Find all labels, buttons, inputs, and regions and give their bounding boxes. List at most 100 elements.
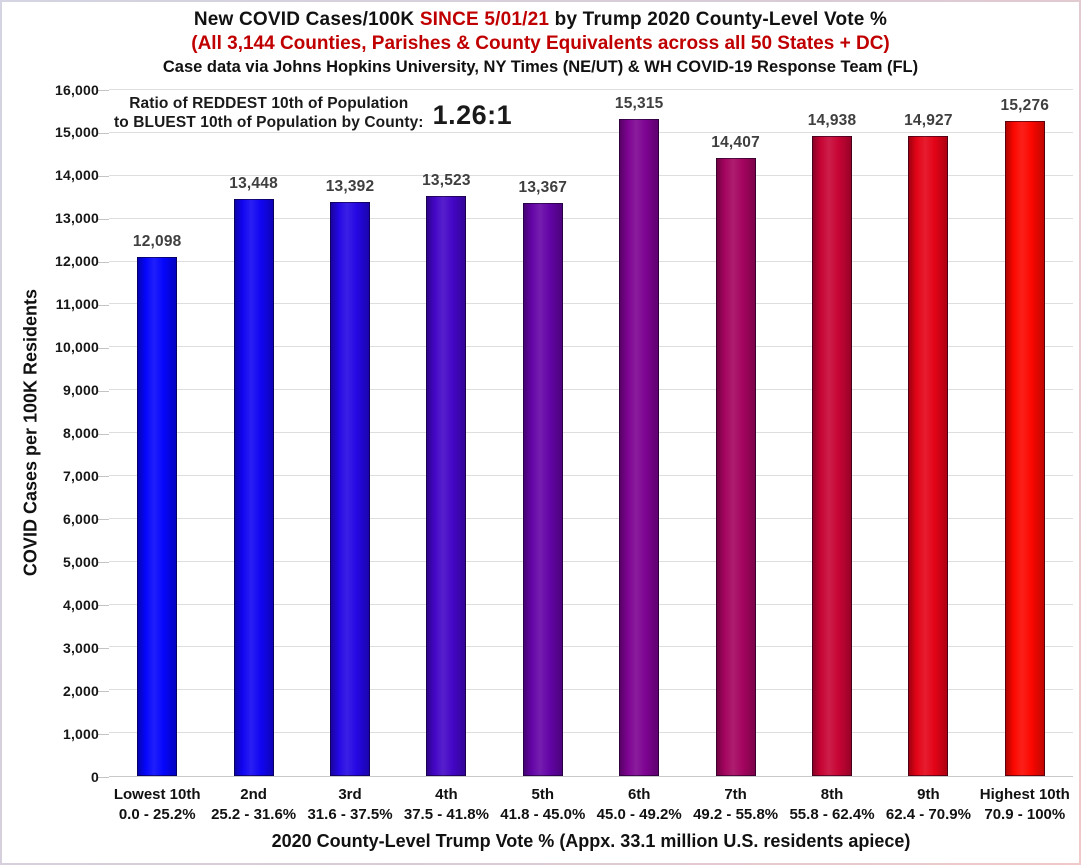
- y-axis-tick-label: 12,000: [54, 253, 99, 270]
- y-axis-tick: [97, 777, 109, 778]
- chart-title: New COVID Cases/100K SINCE 5/01/21 by Tr…: [2, 9, 1079, 31]
- x-category-range: 49.2 - 55.8%: [693, 806, 779, 823]
- x-category-name: 5th: [531, 786, 555, 803]
- ratio-annotation-line2: to BLUEST 10th of Population by County:: [114, 114, 424, 131]
- y-axis-tick: [97, 132, 109, 134]
- chart-source-line: Case data via Johns Hopkins University, …: [162, 58, 919, 76]
- gridline: [109, 646, 1073, 648]
- x-category-label: 7th 49.2 - 55.8%: [693, 785, 778, 825]
- y-axis-tick-label: 0: [91, 768, 99, 785]
- bar-value-label: 13,523: [422, 172, 471, 190]
- x-category-name: 3rd: [338, 786, 362, 803]
- x-category-name: 6th: [627, 786, 651, 803]
- y-axis-tick: [97, 691, 109, 693]
- gridline: [109, 474, 1073, 476]
- bar-4th: [426, 196, 467, 776]
- bar-value-label: 13,448: [229, 175, 278, 193]
- title-post: by Trump 2020 County-Level Vote %: [549, 9, 888, 30]
- x-category-name: 8th: [820, 786, 844, 803]
- bar-value-label: 15,315: [614, 95, 664, 113]
- x-category-label: 8th 55.8 - 62.4%: [789, 785, 874, 825]
- x-category-name: Lowest 10th: [113, 786, 201, 803]
- x-category-name: 9th: [917, 786, 940, 803]
- y-axis-tick: [97, 734, 109, 736]
- y-axis-tick-label: 5,000: [62, 553, 99, 570]
- y-axis-tick-label: 7,000: [62, 467, 99, 484]
- gridline: [109, 689, 1073, 691]
- x-category-label: 6th 45.0 - 49.2%: [597, 785, 682, 825]
- y-axis-tick-label: 9,000: [62, 382, 99, 399]
- x-category-range: 37.5 - 41.8%: [403, 806, 489, 823]
- bar-7th: [715, 158, 756, 776]
- y-axis-tick: [97, 175, 109, 177]
- title-highlight: SINCE 5/01/21: [419, 9, 550, 30]
- gridline: [109, 174, 1073, 176]
- y-axis-tick-label: 11,000: [55, 296, 99, 313]
- y-axis-tick-label: 8,000: [62, 425, 99, 441]
- gridline: [109, 303, 1073, 305]
- y-axis-tick: [97, 304, 109, 306]
- x-category-name: Highest 10th: [979, 786, 1070, 803]
- x-category-label: 5th 41.8 - 45.0%: [500, 785, 585, 825]
- y-axis-tick: [97, 261, 109, 263]
- y-axis-tick: [97, 390, 109, 392]
- y-axis-tick: [97, 347, 109, 349]
- gridline: [109, 260, 1073, 262]
- plot-area: 12,098 13,448 13,392 13,523 13,367 15,315 14,4…: [109, 89, 1073, 777]
- bar-value-label: 14,938: [807, 111, 857, 129]
- y-axis-tick: [97, 562, 109, 564]
- x-category-name: 2nd: [240, 786, 267, 803]
- gridline: [109, 732, 1073, 734]
- y-axis-tick: [97, 90, 109, 91]
- bar-9th: [908, 136, 949, 776]
- bar-2nd: [233, 199, 274, 776]
- y-axis-tick-label: 15,000: [54, 124, 99, 141]
- y-axis-tick-label: 2,000: [62, 682, 99, 699]
- x-category-name: 4th: [435, 786, 458, 803]
- x-category-range: 55.8 - 62.4%: [789, 806, 875, 823]
- x-category-label: 3rd 31.6 - 37.5%: [307, 785, 392, 825]
- bar-8th: [812, 135, 852, 776]
- x-category-label: Highest 10th 70.9 - 100%: [980, 785, 1070, 825]
- x-category-name: 7th: [724, 786, 747, 803]
- y-axis-tick: [97, 648, 109, 650]
- y-axis-tick: [97, 433, 109, 435]
- bar-value-label: 14,407: [711, 134, 760, 152]
- gridline: [109, 89, 1073, 90]
- x-category-range: 70.9 - 100%: [984, 806, 1066, 823]
- gridline: [109, 217, 1073, 219]
- ratio-annotation-text: Ratio of REDDEST 10th of Population to B…: [114, 94, 424, 132]
- y-axis-tick-label: 1,000: [62, 725, 99, 742]
- x-axis-labels: Lowest 10th 0.0 - 25.2% 2nd 25.2 - 31.6% 3rd…: [109, 785, 1073, 831]
- bar-value-label: 15,276: [1000, 97, 1050, 115]
- bar-value-label: 13,392: [325, 177, 375, 195]
- y-axis-tick-label: 6,000: [62, 510, 99, 527]
- bar-lowest-10th: [137, 257, 178, 776]
- y-axis-tick-label: 14,000: [54, 167, 99, 184]
- bar-value-label: 13,367: [518, 178, 568, 196]
- bar-6th: [619, 119, 660, 776]
- x-category-range: 45.0 - 49.2%: [596, 806, 682, 823]
- gridline: [109, 603, 1073, 605]
- gridline: [109, 432, 1073, 433]
- y-axis-tick-label: 4,000: [62, 596, 99, 613]
- gridline: [109, 389, 1073, 391]
- x-axis-title: 2020 County-Level Trump Vote % (Appx. 33…: [271, 831, 911, 851]
- bar-3rd: [330, 201, 370, 776]
- x-category-range: 41.8 - 45.0%: [500, 806, 586, 823]
- chart-subtitle: (All 3,144 Counties, Parishes & County E…: [191, 33, 890, 54]
- bar-highest-10th: [1004, 121, 1045, 776]
- y-axis-tick: [97, 218, 109, 220]
- y-axis-tick: [97, 476, 109, 478]
- x-category-range: 25.2 - 31.6%: [211, 806, 297, 823]
- gridline: [109, 346, 1073, 348]
- x-category-range: 0.0 - 25.2%: [118, 806, 196, 823]
- y-axis-tick: [97, 605, 109, 607]
- y-axis-tick: [97, 519, 109, 521]
- y-axis-tick-label: 16,000: [54, 81, 99, 98]
- x-category-range: 31.6 - 37.5%: [307, 806, 393, 823]
- y-axis-tick-label: 3,000: [62, 639, 99, 656]
- bar-value-label: 14,927: [904, 112, 953, 130]
- y-axis-tick-label: 13,000: [54, 210, 99, 227]
